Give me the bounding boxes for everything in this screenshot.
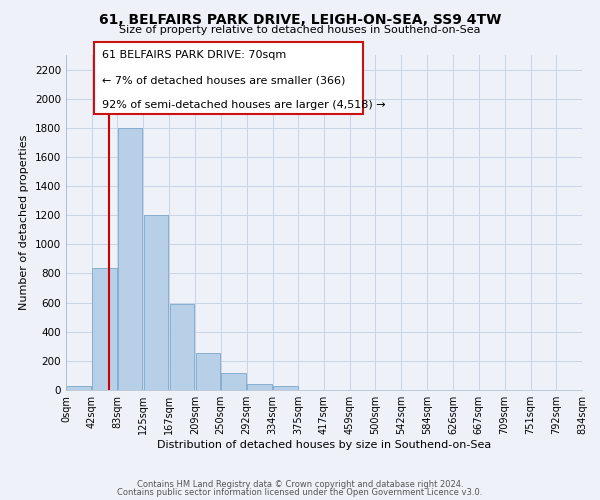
Bar bbox=[170, 304, 194, 390]
Bar bbox=[67, 386, 91, 390]
Text: Contains HM Land Registry data © Crown copyright and database right 2024.: Contains HM Land Registry data © Crown c… bbox=[137, 480, 463, 489]
Y-axis label: Number of detached properties: Number of detached properties bbox=[19, 135, 29, 310]
Bar bbox=[273, 386, 298, 390]
Bar bbox=[92, 268, 117, 390]
X-axis label: Distribution of detached houses by size in Southend-on-Sea: Distribution of detached houses by size … bbox=[157, 440, 491, 450]
Text: Size of property relative to detached houses in Southend-on-Sea: Size of property relative to detached ho… bbox=[119, 25, 481, 35]
Text: ← 7% of detached houses are smaller (366): ← 7% of detached houses are smaller (366… bbox=[102, 75, 346, 85]
Bar bbox=[196, 353, 220, 390]
Text: 61 BELFAIRS PARK DRIVE: 70sqm: 61 BELFAIRS PARK DRIVE: 70sqm bbox=[102, 50, 286, 60]
Bar bbox=[118, 128, 142, 390]
Text: Contains public sector information licensed under the Open Government Licence v3: Contains public sector information licen… bbox=[118, 488, 482, 497]
FancyBboxPatch shape bbox=[94, 42, 362, 114]
Bar bbox=[247, 384, 272, 390]
Text: 92% of semi-detached houses are larger (4,518) →: 92% of semi-detached houses are larger (… bbox=[102, 100, 386, 110]
Bar bbox=[221, 372, 246, 390]
Text: 61, BELFAIRS PARK DRIVE, LEIGH-ON-SEA, SS9 4TW: 61, BELFAIRS PARK DRIVE, LEIGH-ON-SEA, S… bbox=[99, 12, 501, 26]
Bar bbox=[143, 215, 169, 390]
